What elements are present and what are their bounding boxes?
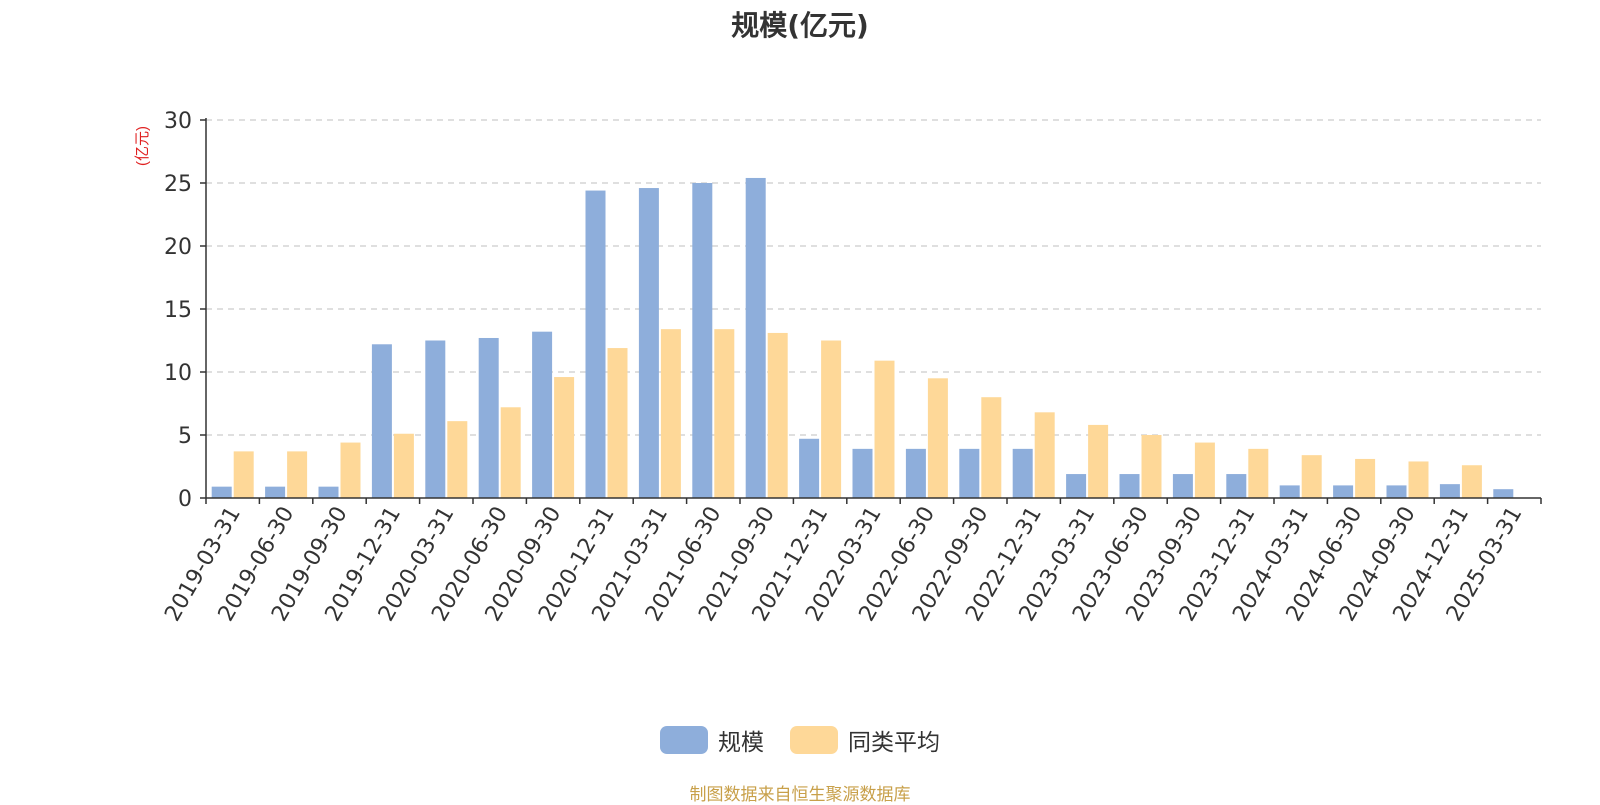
bar <box>1088 424 1109 498</box>
bar <box>1226 474 1247 498</box>
bar <box>233 451 254 498</box>
y-tick-labels: 0 5 10 15 20 25 30 <box>164 109 192 512</box>
bar <box>1386 485 1407 498</box>
bar <box>287 451 308 498</box>
source-note: 制图数据来自恒生聚源数据库 <box>689 785 911 805</box>
bar <box>799 438 820 498</box>
bar <box>874 360 895 498</box>
bar <box>371 344 392 498</box>
bar <box>660 329 681 498</box>
bar <box>1279 485 1300 498</box>
bar <box>692 183 713 498</box>
bar <box>1439 484 1460 498</box>
bar <box>585 190 606 498</box>
x-tick-labels: 2019-03-312019-06-302019-09-302019-12-31… <box>160 503 1527 626</box>
bar <box>981 397 1002 498</box>
bar <box>1194 442 1215 498</box>
bar <box>767 332 788 498</box>
bar-layer <box>211 177 1514 499</box>
bar <box>1034 412 1055 498</box>
axes <box>200 118 1542 504</box>
bar <box>1493 489 1514 498</box>
legend-swatch-peer-average <box>790 726 838 754</box>
bar <box>1119 474 1140 498</box>
bar <box>393 433 414 498</box>
bar <box>265 486 286 498</box>
legend-label-scale: 规模 <box>718 730 764 756</box>
y-axis-label: (亿元) <box>134 126 151 166</box>
bar <box>1248 448 1269 498</box>
bar <box>500 407 521 498</box>
bar <box>1333 485 1354 498</box>
bar <box>478 337 499 498</box>
legend-item-peer-average[interactable]: 同类平均 <box>790 723 940 757</box>
bar <box>1461 465 1482 498</box>
bar <box>554 377 575 498</box>
bar <box>340 442 361 498</box>
bar <box>745 177 766 498</box>
legend-swatch-scale <box>660 726 708 754</box>
bar <box>607 348 628 498</box>
bar <box>959 448 980 498</box>
bar <box>821 340 842 498</box>
bar <box>1408 461 1429 498</box>
bar <box>1301 455 1322 498</box>
legend-label-peer-average: 同类平均 <box>848 730 940 756</box>
bar <box>905 448 926 498</box>
y-tick-label: 0 <box>178 487 192 512</box>
bar <box>1012 448 1033 498</box>
y-tick-label: 25 <box>164 172 192 197</box>
bar <box>1172 474 1193 498</box>
bar <box>425 340 446 498</box>
bar <box>1066 474 1087 498</box>
legend-item-scale[interactable]: 规模 <box>660 723 764 757</box>
bar <box>852 448 873 498</box>
y-tick-label: 10 <box>164 361 192 386</box>
y-tick-label: 15 <box>164 298 192 323</box>
bar <box>532 331 553 498</box>
y-tick-label: 20 <box>164 235 192 260</box>
bar <box>447 421 468 498</box>
bar <box>927 378 948 498</box>
y-tick-label: 5 <box>178 424 192 449</box>
bar <box>638 188 659 499</box>
bar <box>714 329 735 498</box>
bar <box>1355 458 1376 498</box>
chart-title: 规模(亿元) <box>731 9 869 42</box>
bar <box>318 486 339 498</box>
bar <box>211 486 232 498</box>
bar <box>1141 435 1162 498</box>
y-tick-label: 30 <box>164 109 192 134</box>
gridlines <box>206 119 1541 436</box>
